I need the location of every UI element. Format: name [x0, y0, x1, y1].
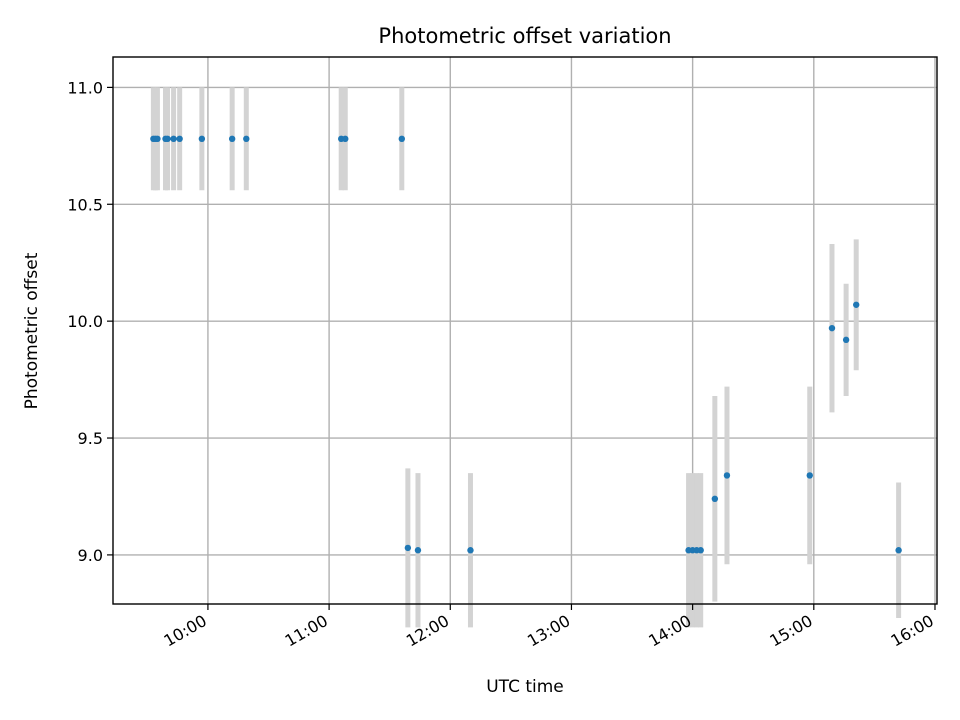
data-point — [828, 324, 836, 332]
data-point — [467, 547, 474, 554]
data-point — [228, 135, 236, 143]
data-point — [243, 135, 250, 143]
data-point — [154, 135, 161, 143]
data-point — [404, 544, 412, 552]
data-point — [842, 336, 850, 344]
data-point — [164, 135, 171, 143]
data-point — [176, 135, 183, 143]
y-tick-label: 10.0 — [67, 312, 103, 331]
data-point — [711, 495, 719, 503]
data-points — [150, 135, 902, 554]
plot-frame — [112, 56, 938, 605]
data-point — [198, 135, 206, 143]
grid — [113, 57, 937, 604]
y-tick-label: 10.5 — [67, 195, 103, 214]
data-point — [414, 547, 422, 554]
data-point — [398, 135, 406, 143]
y-tick-label: 11.0 — [67, 78, 103, 97]
y-tick-label: 9.5 — [78, 429, 103, 448]
data-point — [170, 135, 177, 143]
data-point — [697, 547, 704, 554]
y-tick-label: 9.0 — [78, 546, 103, 565]
chart-title: Photometric offset variation — [378, 24, 671, 48]
data-point — [895, 547, 902, 554]
data-point — [853, 301, 860, 308]
data-point — [723, 472, 731, 479]
y-axis-label: Photometric offset — [22, 252, 42, 409]
data-point — [342, 135, 349, 143]
x-axis-label: UTC time — [486, 677, 564, 697]
data-point — [806, 472, 813, 479]
